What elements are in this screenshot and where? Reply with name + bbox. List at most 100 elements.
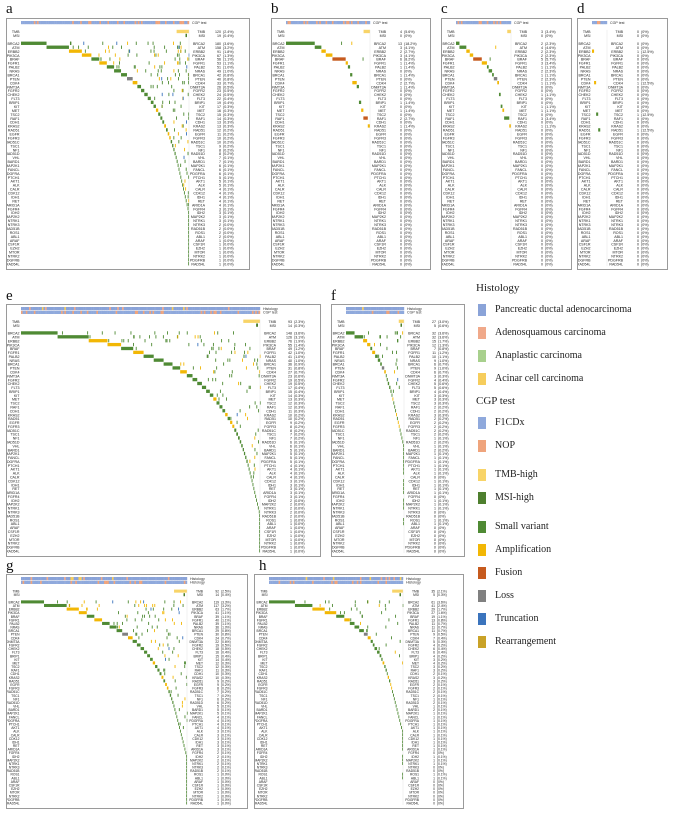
gene-row-e-raf1-count: 12 (288, 405, 292, 409)
header-cell-g (38, 577, 41, 581)
alteration-mark-e-atm (149, 335, 150, 339)
header-cell-g (78, 577, 81, 581)
gene-row-c-brca1-count: 1 (541, 73, 543, 77)
gene-row-h-ntrk3-left-label: NTRK3 (257, 766, 268, 770)
alteration-mark-e-flt3 (259, 385, 261, 390)
gene-row-a-dnmt3a-left-label: DNMT3A (7, 85, 20, 89)
gene-row-f-atm-percent: (3.6%) (438, 335, 449, 339)
gene-row-a-braf-right-label: BRAF (195, 58, 205, 62)
header-cell-f (394, 310, 397, 314)
header-cell-e (83, 307, 86, 311)
gene-row-g-cdk12-left-label: CDK12 (9, 737, 20, 741)
gene-row-e-ntrk3-left-label: NTRK3 (8, 511, 20, 515)
gene-row-b-cdh1-left-label: CDH1 (275, 121, 285, 125)
header-cell-h (383, 580, 386, 584)
alteration-block-c-kit (500, 104, 503, 108)
gene-row-c-fgfr2-percent: (0%) (545, 89, 553, 93)
alteration-mark-g-pten (136, 632, 138, 636)
header-cell-a (59, 21, 62, 25)
alteration-block-e-palb2 (143, 354, 154, 358)
gene-row-h-csf1r-right-label: CSF1R (408, 784, 419, 788)
header-cell-f (397, 310, 400, 314)
alteration-mark-a-chek2 (187, 92, 189, 97)
header-cell-h (286, 580, 289, 584)
gene-row-e-ptch1-percent: (0.1%) (294, 464, 305, 468)
gene-row-b-araf-percent: (0%) (404, 239, 412, 243)
gene-row-f-brca2-count: 32 (432, 332, 436, 336)
gene-row-c-pdgfrb-right-label: PDGFRB (512, 258, 528, 262)
msi-row-b-percent: (0%) (404, 34, 412, 38)
gene-row-d-araf-right-label: ARAF (613, 239, 623, 243)
alteration-mark-e-brca2 (101, 331, 103, 335)
header-cell-g (51, 577, 54, 581)
gene-row-b-pik3ca-percent: (4.1%) (404, 54, 415, 58)
gene-row-g-raf1-right-label: RAF1 (195, 669, 204, 673)
alteration-mark-h-atm (354, 603, 356, 608)
header-cell-a (70, 21, 73, 25)
gene-row-h-atm-right-label: ATM (412, 604, 419, 608)
header-cell-a (133, 21, 135, 25)
gene-row-h-fgfr4-left-label: FGFR4 (257, 751, 268, 755)
header-cell-g (64, 580, 66, 584)
gene-row-f-raf1-right-label: RAF1 (411, 405, 420, 409)
alteration-mark-e-erbb2 (228, 339, 230, 343)
gene-row-g-fgfr4-count: 2 (217, 751, 219, 755)
header-cell-h (281, 577, 284, 581)
header-cell-a (181, 21, 183, 25)
gene-row-e-abl1-left-label: ABL1 (11, 522, 20, 526)
header-cell-a (46, 21, 49, 25)
gene-row-a-tsc2-percent: (0.3%) (223, 113, 234, 117)
gene-row-a-egfr-count: 11 (217, 133, 221, 137)
alteration-mark-a-pik3ca (157, 53, 159, 57)
gene-row-d-nras-count: 0 (637, 70, 639, 74)
gene-row-b-araf-count: 0 (400, 239, 402, 243)
gene-row-e-rad54l-count: 1 (290, 549, 292, 553)
gene-row-d-brca1-right-label: BRCA1 (611, 73, 623, 77)
gene-row-d-arid1a-count: 0 (637, 203, 639, 207)
gene-row-d-map2k1-right-label: MAP2K1 (609, 164, 623, 168)
gene-row-d-map2k1-left-label: MAP2K1 (578, 164, 591, 168)
gene-row-c-csf1r-count: 0 (541, 243, 543, 247)
alteration-mark-e-tsc2 (254, 401, 256, 405)
gene-row-a-palb2-left-label: PALB2 (9, 66, 20, 70)
gene-row-c-ntrk3-right-label: NTRK3 (515, 223, 527, 227)
gene-row-a-fgfr3-left-label: FGFR3 (8, 136, 20, 140)
gene-row-c-palb2-percent: (1.1%) (545, 66, 556, 70)
gene-row-h-idh1-percent: (0.1%) (437, 740, 447, 744)
alteration-block-h-cdh1 (386, 672, 388, 676)
alteration-mark-a-flt3 (182, 96, 184, 101)
alteration-mark-a-atm (178, 45, 180, 49)
header-label-h: Histology (406, 577, 421, 581)
gene-row-c-rad51-count: 0 (541, 129, 543, 133)
gene-row-g-egfr-percent: (0.2%) (221, 683, 231, 687)
alteration-mark-a-kras2 (181, 124, 183, 128)
alteration-mark-e-kit (222, 393, 224, 397)
gene-row-c-ros1-percent: (0%) (545, 231, 553, 235)
gene-row-a-alk-percent: (0.1%) (223, 184, 234, 188)
header-cell-h (323, 580, 326, 584)
gene-row-c-ptch1-right-label: PTCH1 (515, 176, 527, 180)
alteration-mark-h-brca2 (379, 600, 381, 604)
gene-row-f-rad51b-left-label: RAD51B (332, 514, 345, 518)
header-cell-e (123, 310, 126, 314)
header-cell-c (496, 21, 499, 25)
gene-row-b-rad51-percent: (0%) (404, 129, 412, 133)
header-cell-f (395, 310, 398, 314)
gene-row-e-rad51c-right-label: RAD51C (262, 429, 277, 433)
gene-row-b-fgfr4-count: 0 (400, 207, 402, 211)
alteration-block-a-cdk12 (183, 191, 185, 195)
header-cell-e (231, 310, 233, 314)
gene-row-a-fgfr1-count: 53 (217, 62, 221, 66)
header-cell-e (45, 310, 47, 314)
header-cell-h (379, 580, 381, 584)
gene-row-e-idh1-count: 3 (290, 483, 292, 487)
gene-row-b-fancl-left-label: FANCL (273, 168, 285, 172)
alteration-block-a-raf1 (160, 116, 163, 120)
gene-row-c-map2k1-percent: (0%) (545, 164, 553, 168)
header-cell-e (199, 310, 201, 314)
gene-row-a-kras2-right-label: KRAS2 (193, 125, 205, 129)
header-cell-f (368, 310, 371, 314)
gene-row-b-rad51d-count: 0 (400, 152, 402, 156)
header-cell-e (78, 310, 81, 314)
gene-row-h-idh2-count: 1 (433, 755, 435, 759)
